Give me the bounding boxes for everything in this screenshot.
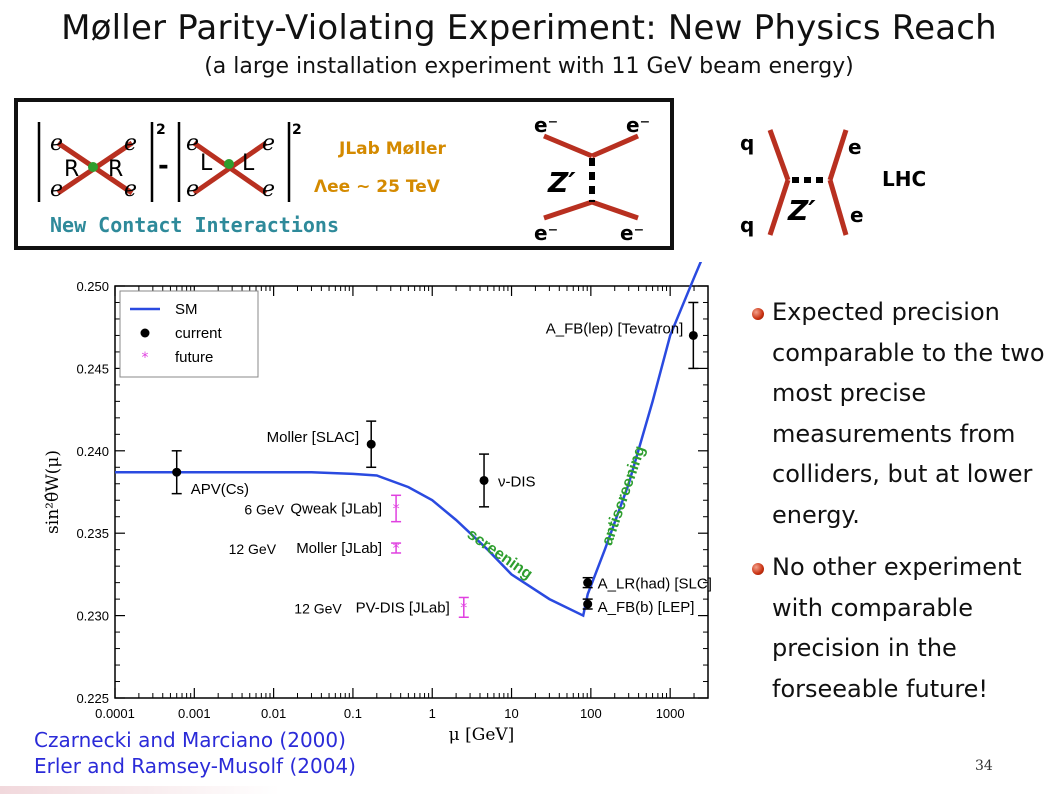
x-axis-label: μ [GeV] <box>449 725 515 745</box>
vertex-dot <box>224 159 234 169</box>
lhc-diagram: q q e e Z′ LHC <box>740 129 926 237</box>
current-point <box>688 330 698 340</box>
vertex-dot <box>88 162 98 172</box>
current-point-label: ν-DIS <box>498 473 536 490</box>
fermion-line-red <box>767 179 791 236</box>
fermion-line-red <box>591 199 639 221</box>
e-label: e <box>124 131 137 156</box>
fermion-line-red <box>827 179 849 236</box>
y-tick-label: 0.250 <box>76 279 109 294</box>
current-point <box>366 439 376 449</box>
electron-label: e <box>850 203 864 227</box>
current-point <box>583 599 593 609</box>
y-tick-label: 0.225 <box>76 691 109 706</box>
y-tick-label: 0.240 <box>76 444 109 459</box>
lhc-label: LHC <box>882 167 926 191</box>
page-title: Møller Parity-Violating Experiment: New … <box>61 8 997 48</box>
contact-caption: New Contact Interactions <box>50 213 339 237</box>
current-point <box>583 578 593 588</box>
e-label: e <box>186 177 199 202</box>
x-tick-label: 0.1 <box>344 706 362 721</box>
legend-label: SM <box>175 301 198 318</box>
power-label: 2 <box>292 122 302 138</box>
current-point <box>479 475 489 485</box>
x-tick-label: 10 <box>504 706 518 721</box>
electron-label: e⁻ <box>626 113 650 137</box>
current-point-label: A_FB(lep) [Tevatron] <box>546 320 684 337</box>
zprime-label: Z′ <box>547 166 576 199</box>
x-tick-label: 0.01 <box>261 706 286 721</box>
contact-interaction-box <box>14 98 674 250</box>
weinberg-angle-chart: 0.225 0.230 0.235 0.240 0.245 0.250 0.0001 0.00… <box>43 262 712 745</box>
e-label: e <box>50 131 63 156</box>
helicity-label: L <box>242 151 255 176</box>
x-tick-label: 0.001 <box>178 706 211 721</box>
beam-energy-label: 12 GeV <box>294 600 342 616</box>
e-label: e <box>262 177 275 202</box>
x-tick-label: 0.0001 <box>95 706 135 721</box>
x-tick-label: 1000 <box>656 706 685 721</box>
bullet-text: Expected precision comparable to the two… <box>772 298 1045 529</box>
current-point-label: APV(Cs) <box>191 481 249 498</box>
contact-interaction-diagram: e e e e R R 2 - e e e e L L 2 JLab Mølle… <box>37 113 650 245</box>
citation: Czarnecki and Marciano (2000) <box>34 728 346 752</box>
power-label: 2 <box>156 122 166 138</box>
electron-label: e⁻ <box>620 221 644 245</box>
y-tick-label: 0.235 <box>76 526 109 541</box>
fermion-line-red <box>543 199 593 221</box>
bullet-list: Expected precision comparable to the two… <box>752 292 1052 721</box>
y-axis-label: sin²θ̂W(μ) <box>43 450 63 534</box>
fermion-line-red <box>827 129 849 181</box>
future-point-star: * <box>393 541 400 557</box>
e-label: e <box>262 131 275 156</box>
current-point <box>172 467 182 477</box>
helicity-label: L <box>200 151 213 176</box>
citation: Erler and Ramsey-Musolf (2004) <box>34 754 356 778</box>
future-point-label: Qweak [JLab] <box>290 500 382 517</box>
legend-label: current <box>175 325 223 342</box>
current-point-label: Moller [SLAC] <box>267 429 360 446</box>
e-label: e <box>124 177 137 202</box>
bullet-text: No other experiment with comparable prec… <box>772 553 1022 703</box>
e-label: e <box>50 177 63 202</box>
future-point-star: * <box>393 501 400 517</box>
jlab-moller-label: JLab Møller <box>338 139 446 159</box>
quark-label: q <box>740 213 754 237</box>
fermion-line-red <box>543 133 593 159</box>
lambda-label: Λee ~ 25 TeV <box>314 177 441 197</box>
future-point-label: PV-DIS [JLab] <box>356 599 450 616</box>
x-tick-label: 100 <box>580 706 602 721</box>
bullet-item: No other experiment with comparable prec… <box>752 547 1052 709</box>
y-tick-label: 0.245 <box>76 361 109 376</box>
footer-bar <box>0 786 280 794</box>
page-subtitle: (a large installation experiment with 11… <box>204 54 854 79</box>
e-label: e <box>186 131 199 156</box>
legend-label: future <box>175 349 213 366</box>
page-number: 34 <box>975 758 993 774</box>
sm-curve <box>115 262 703 618</box>
legend-swatch-dot <box>140 328 150 338</box>
bullet-item: Expected precision comparable to the two… <box>752 292 1052 535</box>
current-point-label: A_FB(b) [LEP] <box>598 599 695 616</box>
electron-label: e⁻ <box>534 113 558 137</box>
electron-label: e <box>848 135 862 159</box>
minus-sign: - <box>158 151 169 181</box>
y-tick-label: 0.230 <box>76 609 109 624</box>
helicity-label: R <box>108 157 123 182</box>
helicity-label: R <box>64 157 79 182</box>
current-point-label: A_LR(had) [SLC] <box>598 576 712 593</box>
future-point-label: Moller [JLab] <box>296 540 382 557</box>
electron-label: e⁻ <box>534 221 558 245</box>
quark-label: q <box>740 131 754 155</box>
bullet-icon <box>752 308 764 320</box>
zprime-label: Z′ <box>787 194 816 227</box>
fermion-line-red <box>767 129 791 181</box>
beam-energy-label: 12 GeV <box>229 541 277 557</box>
x-tick-label: 1 <box>429 706 436 721</box>
fermion-line-red <box>591 133 639 159</box>
bullet-icon <box>752 563 764 575</box>
beam-energy-label: 6 GeV <box>244 501 284 517</box>
legend-swatch-star: * <box>142 350 149 366</box>
future-point-star: * <box>460 600 467 616</box>
